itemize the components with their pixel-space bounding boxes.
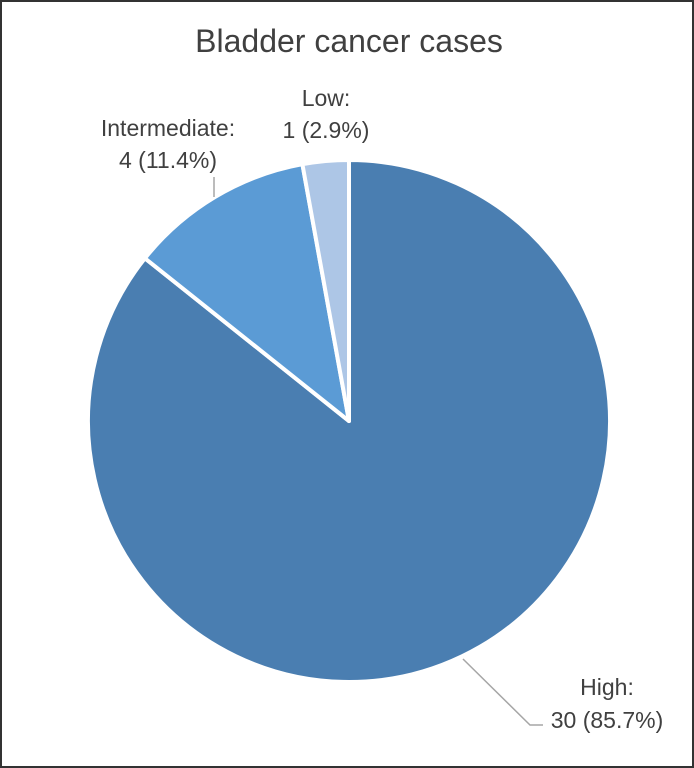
label-high-value: 30 (85.7%)	[551, 707, 664, 733]
label-intermediate-value: 4 (11.4%)	[119, 147, 217, 173]
chart-title: Bladder cancer cases	[195, 23, 503, 59]
label-intermediate-name: Intermediate:	[101, 115, 235, 141]
pie-slice-intermediate	[142, 162, 351, 423]
label-high-name: High:	[580, 674, 634, 700]
label-low-name: Low:	[302, 85, 351, 111]
label-low-value: 1 (2.9%)	[283, 117, 370, 143]
leader-line-high	[462, 658, 543, 726]
pie-slice-low	[300, 158, 351, 423]
